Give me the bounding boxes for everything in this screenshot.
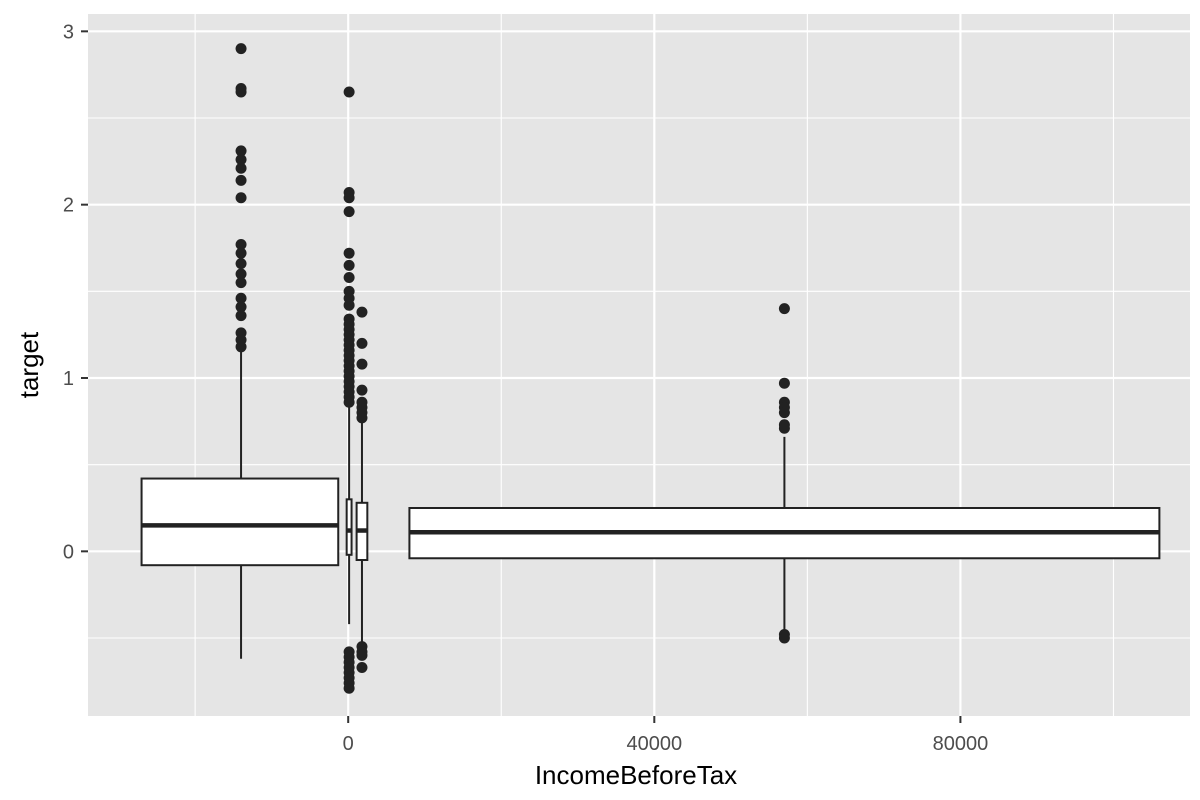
outlier-point [235,341,247,353]
outlier-point [778,377,790,389]
outlier-point [778,303,790,315]
x-tick-label: 80000 [933,733,989,755]
outlier-point [235,301,247,313]
x-tick-label: 40000 [626,733,682,755]
outlier-point [343,396,355,408]
outlier-point [235,310,247,322]
outlier-point [235,154,247,166]
outlier-point [778,407,790,419]
plot-panel [88,14,1190,716]
outlier-point [356,337,368,349]
outlier-point [235,247,247,259]
outlier-point [343,192,355,204]
outlier-point [778,422,790,434]
outlier-point [778,632,790,644]
outlier-point [356,661,368,673]
outlier-point [343,682,355,694]
outlier-point [235,162,247,174]
outlier-point [343,206,355,218]
outlier-point [235,239,247,251]
box-series [140,43,1161,694]
y-axis-title: target [14,331,44,398]
y-tick-label: 1 [63,368,74,390]
box-body [140,477,340,567]
outlier-point [235,192,247,204]
y-tick-label: 3 [63,21,74,43]
outlier-point [235,277,247,289]
outlier-point [343,247,355,259]
outlier-point [235,268,247,280]
outlier-point [356,649,368,661]
outlier-point [235,292,247,304]
outlier-point [356,306,368,318]
x-tick-label: 0 [343,733,354,755]
outlier-point [343,259,355,271]
outlier-point [343,86,355,98]
outlier-point [343,299,355,311]
box-group [140,43,340,659]
outlier-point [235,43,247,55]
axes: 0 40000 80000 0 1 2 3 [63,21,988,755]
box-group [355,306,369,673]
outlier-point [235,145,247,157]
x-axis-title: IncomeBeforeTax [535,760,737,790]
box-group [408,303,1161,644]
outlier-point [235,86,247,98]
outlier-point [235,258,247,270]
outlier-point [343,271,355,283]
box-body [345,498,353,556]
outlier-point [356,412,368,424]
outlier-point [235,174,247,186]
outlier-point [356,384,368,396]
outlier-point [356,358,368,370]
y-tick-label: 2 [63,195,74,217]
box-group [343,86,355,694]
y-tick-label: 0 [63,541,74,563]
